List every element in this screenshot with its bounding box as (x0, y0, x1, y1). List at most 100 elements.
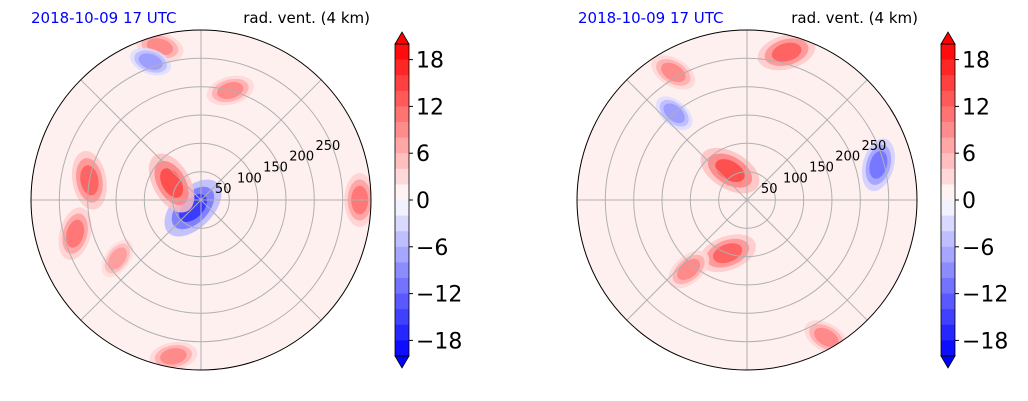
panel-left-title-date: 2018-10-09 17 UTC (31, 9, 177, 27)
panel-left-rtick-100: 100 (237, 171, 262, 186)
panel-left-cbar-tick-12: 12 (416, 95, 444, 120)
colorbar-level-18 (941, 324, 955, 341)
panel-right-cbar-tick-12: 12 (962, 95, 990, 120)
colorbar-level-14 (395, 262, 409, 279)
grid-spoke-45 (746, 79, 868, 201)
colorbar-level-12 (395, 231, 409, 248)
panel-right-colorbar (940, 31, 959, 369)
colorbar-level-7 (941, 153, 955, 170)
colorbar-level-1 (941, 59, 955, 76)
colorbar-level-1 (395, 59, 409, 76)
panel-left-cbar-tick-m12: −12 (416, 283, 462, 308)
colorbar-level-10 (395, 200, 409, 217)
panel-right-cbar-tick-18: 18 (962, 49, 990, 74)
grid-spoke-225 (626, 199, 748, 321)
field-feature-1-layer-1 (160, 168, 184, 198)
grid-spoke-225 (80, 199, 202, 321)
colorbar-level-19 (395, 340, 409, 357)
panel-right-title-date: 2018-10-09 17 UTC (578, 9, 724, 27)
panel-left-cbar-tick-6: 6 (416, 142, 430, 167)
grid-spoke-135 (626, 79, 748, 201)
panel-left-polar-plot (30, 29, 372, 371)
colorbar-level-12 (941, 231, 955, 248)
colorbar-level-5 (395, 122, 409, 139)
panel-left-rtick-250: 250 (315, 139, 340, 154)
colorbar-extend-max (394, 31, 410, 45)
colorbar-level-4 (395, 106, 409, 123)
panel-right-rtick-250: 250 (861, 139, 886, 154)
panel-left-rtick-150: 150 (263, 161, 288, 176)
grid-spoke-315 (746, 199, 868, 321)
colorbar-level-2 (395, 75, 409, 92)
panel-right-title-field: rad. vent. (4 km) (791, 9, 918, 27)
field-feature-4-layer-1 (661, 62, 686, 83)
panel-left: 2018-10-09 17 UTC rad. vent. (4 km) 50 1… (30, 9, 462, 371)
colorbar-level-6 (395, 137, 409, 154)
panel-left-cbar-tick-m18: −18 (416, 329, 462, 354)
panel-left-colorbar (394, 31, 413, 369)
colorbar-level-10 (941, 200, 955, 217)
colorbar-level-19 (941, 340, 955, 357)
panel-left-radial-ticks: 50 100 150 200 250 (215, 139, 340, 197)
panel-left-rtick-50: 50 (215, 182, 232, 197)
colorbar-level-17 (941, 309, 955, 326)
colorbar-level-0 (395, 44, 409, 61)
panel-right-cbar-tick-0: 0 (962, 189, 976, 214)
colorbar-level-15 (941, 278, 955, 295)
panel-right-cbar-tick-m18: −18 (962, 329, 1008, 354)
colorbar-level-15 (395, 278, 409, 295)
field-feature-8-layer-1 (107, 247, 127, 270)
field-feature-3-layer-1 (771, 42, 802, 62)
grid-spoke-45 (200, 79, 322, 201)
field-feature-0-layer-1 (715, 159, 745, 183)
colorbar-level-0 (941, 44, 955, 61)
colorbar-level-7 (395, 153, 409, 170)
panel-right-rtick-100: 100 (783, 171, 808, 186)
colorbar-extend-max (940, 31, 956, 45)
grid-spoke-315 (200, 199, 322, 321)
panel-left-cbar-tick-m6: −6 (416, 236, 448, 261)
field-feature-6-layer-1 (814, 327, 839, 348)
panel-right-colorbar-ticks: 18 12 6 0 −6 −12 −18 (962, 49, 1008, 355)
colorbar-extend-min (940, 355, 956, 369)
colorbar-level-3 (941, 90, 955, 107)
colorbar-level-11 (395, 215, 409, 232)
colorbar-level-11 (941, 215, 955, 232)
colorbar-level-8 (395, 168, 409, 185)
panel-left-colorbar-ticks: 18 12 6 0 −6 −12 −18 (416, 49, 462, 355)
panel-left-title-field: rad. vent. (4 km) (243, 9, 370, 27)
panel-right-cbar-tick-m12: −12 (962, 283, 1008, 308)
panel-right: 2018-10-09 17 UTC rad. vent. (4 km) 50 1… (576, 9, 1008, 371)
colorbar-level-8 (941, 168, 955, 185)
colorbar-extend-min (394, 355, 410, 369)
panel-left-rtick-200: 200 (289, 150, 314, 165)
panel-right-rtick-200: 200 (835, 150, 860, 165)
field-feature-9-layer-1 (160, 348, 187, 365)
panel-right-rtick-50: 50 (761, 182, 778, 197)
colorbar-level-4 (941, 106, 955, 123)
panel-right-rtick-150: 150 (809, 161, 834, 176)
colorbar-level-14 (941, 262, 955, 279)
colorbar-level-9 (395, 184, 409, 201)
field-feature-5-layer-1 (869, 150, 888, 179)
colorbar-level-13 (941, 246, 955, 263)
colorbar-level-18 (395, 324, 409, 341)
panel-right-cbar-tick-6: 6 (962, 142, 976, 167)
colorbar-level-13 (395, 246, 409, 263)
panel-left-cbar-tick-18: 18 (416, 49, 444, 74)
panel-right-cbar-tick-m6: −6 (962, 236, 994, 261)
colorbar-level-6 (941, 137, 955, 154)
panel-left-cbar-tick-0: 0 (416, 189, 430, 214)
colorbar-level-9 (941, 184, 955, 201)
panel-right-radial-ticks: 50 100 150 200 250 (761, 139, 886, 197)
colorbar-level-16 (395, 293, 409, 310)
colorbar-level-17 (395, 309, 409, 326)
colorbar-level-5 (941, 122, 955, 139)
colorbar-level-16 (941, 293, 955, 310)
panel-right-polar-frame (576, 29, 918, 371)
field-feature-3-layer-1 (66, 219, 85, 248)
panel-right-polar-plot (576, 29, 918, 371)
panel-left-polar-frame (30, 29, 372, 371)
grid-spoke-135 (80, 79, 202, 201)
